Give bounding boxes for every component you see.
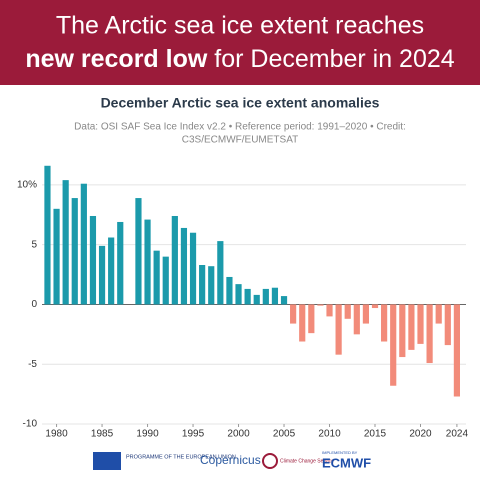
bar bbox=[162, 256, 169, 305]
bar bbox=[89, 215, 97, 305]
bar bbox=[408, 304, 415, 350]
bar bbox=[335, 304, 342, 355]
ecmwf-logo: ECMWF bbox=[322, 455, 371, 470]
implemented-text: IMPLEMENTED BY bbox=[322, 450, 358, 455]
bar bbox=[226, 276, 233, 305]
bar bbox=[217, 241, 224, 305]
bar bbox=[98, 245, 106, 305]
x-tick-label: 2010 bbox=[318, 429, 341, 440]
y-tick-label: 0 bbox=[31, 299, 37, 310]
bar bbox=[326, 304, 333, 317]
y-tick-label: 5 bbox=[31, 239, 37, 250]
bar bbox=[399, 304, 406, 358]
y-tick-label: -10 bbox=[23, 419, 38, 430]
eu-flag bbox=[93, 452, 121, 470]
bar bbox=[362, 304, 370, 324]
x-tick-label: 2015 bbox=[364, 429, 387, 440]
bar bbox=[153, 250, 160, 305]
bar bbox=[180, 227, 188, 305]
bar bbox=[453, 304, 460, 397]
c3s-icon bbox=[262, 453, 278, 469]
y-tick-label: -5 bbox=[28, 359, 37, 370]
bar bbox=[253, 294, 260, 305]
bar bbox=[189, 232, 197, 305]
x-tick-label: 2020 bbox=[409, 429, 432, 440]
x-tick-label: 1980 bbox=[45, 429, 68, 440]
bar bbox=[53, 208, 60, 305]
bar bbox=[244, 288, 251, 305]
bar bbox=[44, 165, 51, 305]
bar bbox=[308, 304, 315, 334]
bar bbox=[444, 304, 451, 346]
bar bbox=[371, 304, 379, 309]
bar bbox=[435, 304, 442, 324]
x-tick-label: 2024 bbox=[446, 429, 469, 440]
bar bbox=[262, 288, 269, 305]
header-banner bbox=[0, 0, 480, 85]
x-tick-label: 1995 bbox=[182, 429, 205, 440]
header-line1: The Arctic sea ice extent reaches bbox=[56, 12, 424, 40]
bar bbox=[290, 304, 297, 324]
x-tick-label: 1985 bbox=[91, 429, 114, 440]
bar bbox=[62, 180, 69, 305]
header-rest: for December in 2024 bbox=[214, 45, 455, 73]
subtitle: Data: OSI SAF Sea Ice Index v2.2 • Refer… bbox=[74, 122, 406, 133]
bar bbox=[390, 304, 397, 386]
bar bbox=[271, 287, 279, 305]
x-tick-label: 2005 bbox=[273, 429, 296, 440]
header-bold: new record low bbox=[25, 45, 208, 73]
copernicus-logo: Copernicus bbox=[200, 453, 261, 467]
bar bbox=[353, 304, 360, 335]
header-line2: new record low for December in 2024 bbox=[25, 45, 454, 73]
bar bbox=[381, 304, 388, 342]
bar bbox=[299, 304, 306, 342]
footer: PROGRAMME OF THE EUROPEAN UNION Copernic… bbox=[93, 450, 371, 470]
bar bbox=[426, 304, 433, 364]
bar bbox=[144, 219, 151, 305]
bar bbox=[135, 198, 142, 305]
bar bbox=[317, 304, 324, 306]
chart-title: December Arctic sea ice extent anomalies bbox=[101, 95, 380, 111]
subtitle: C3S/ECMWF/EUMETSAT bbox=[182, 135, 298, 146]
bar bbox=[235, 284, 242, 305]
bar bbox=[117, 221, 124, 305]
y-tick-label: 10% bbox=[17, 180, 37, 191]
bar bbox=[80, 183, 87, 305]
x-tick-label: 2000 bbox=[227, 429, 250, 440]
bar bbox=[417, 304, 424, 344]
bar bbox=[71, 198, 78, 305]
x-tick-label: 1990 bbox=[136, 429, 159, 440]
bar bbox=[344, 304, 351, 319]
bar bbox=[208, 266, 215, 305]
bar bbox=[108, 237, 115, 305]
c3s-text: Climate Change Service bbox=[280, 458, 334, 464]
bar bbox=[199, 265, 206, 305]
eu-text: PROGRAMME OF THE EUROPEAN UNION bbox=[126, 454, 236, 460]
bar bbox=[171, 215, 178, 305]
bar bbox=[280, 296, 288, 305]
